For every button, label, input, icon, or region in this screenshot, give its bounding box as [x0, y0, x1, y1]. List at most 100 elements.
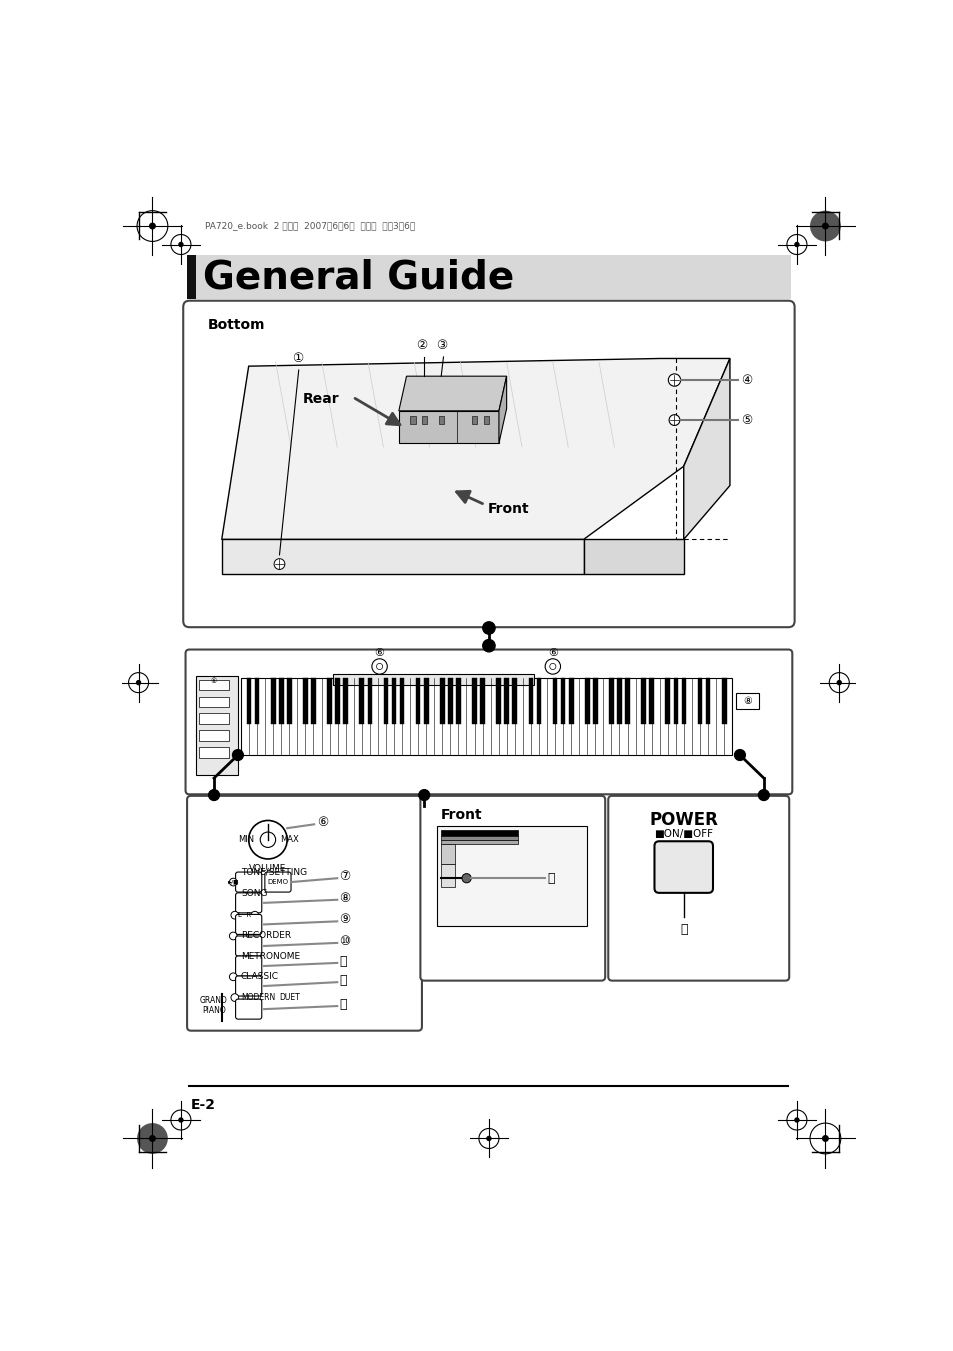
Circle shape [478, 1128, 498, 1148]
Circle shape [233, 750, 243, 761]
Circle shape [179, 243, 183, 246]
Circle shape [150, 223, 155, 228]
Text: SONG: SONG [241, 889, 267, 898]
Polygon shape [683, 358, 729, 539]
Circle shape [837, 681, 841, 685]
Text: ⑥: ⑥ [375, 648, 384, 658]
Circle shape [249, 820, 287, 859]
Bar [584, 678, 589, 724]
Bar [423, 678, 428, 724]
FancyBboxPatch shape [235, 975, 261, 996]
Circle shape [136, 681, 140, 685]
FancyBboxPatch shape [185, 650, 792, 794]
Bar [278, 678, 283, 724]
FancyBboxPatch shape [235, 871, 261, 892]
Text: MODERN: MODERN [241, 993, 275, 1002]
Bar [254, 678, 259, 724]
Text: RECORDER: RECORDER [241, 931, 291, 940]
Bar [705, 678, 710, 724]
Circle shape [229, 932, 237, 940]
Polygon shape [498, 376, 506, 443]
Bar [187, 254, 790, 299]
Bar [512, 678, 517, 724]
Bar [673, 678, 678, 724]
Bar [198, 697, 229, 708]
Circle shape [794, 243, 798, 246]
Bar [568, 678, 573, 724]
Bar [436, 825, 587, 925]
FancyBboxPatch shape [235, 957, 261, 975]
Text: VOLUME: VOLUME [249, 865, 286, 873]
Bar [383, 678, 388, 724]
Text: GRAND
PIANO: GRAND PIANO [200, 996, 228, 1015]
Polygon shape [398, 411, 498, 443]
Bar [440, 840, 517, 843]
Text: ⑨: ⑨ [339, 913, 351, 927]
FancyBboxPatch shape [183, 301, 794, 627]
Bar [335, 678, 339, 724]
Text: PA720_e.book  2 ページ  2007年6月6日  水曜日  午後3晎6分: PA720_e.book 2 ページ 2007年6月6日 水曜日 午後3晎6分 [205, 222, 415, 231]
Polygon shape [221, 539, 583, 574]
Text: ⑥: ⑥ [547, 648, 558, 658]
Bar [483, 416, 488, 424]
Circle shape [786, 235, 806, 254]
Circle shape [209, 790, 219, 800]
Bar [440, 830, 517, 836]
Bar [195, 677, 237, 775]
Polygon shape [221, 358, 729, 539]
Circle shape [418, 790, 429, 800]
Text: General Guide: General Guide [203, 258, 514, 297]
Bar [448, 678, 453, 724]
Circle shape [809, 211, 840, 242]
Text: ⑥: ⑥ [211, 678, 217, 684]
Text: ⑪: ⑪ [339, 955, 347, 967]
Text: ⑩: ⑩ [339, 935, 351, 948]
Bar [472, 678, 476, 724]
Text: ⑤: ⑤ [740, 413, 752, 427]
Circle shape [786, 1111, 806, 1129]
Circle shape [150, 1136, 155, 1142]
Bar [479, 678, 484, 724]
Bar [440, 844, 455, 863]
Circle shape [461, 874, 471, 882]
Bar [271, 678, 275, 724]
FancyBboxPatch shape [420, 796, 604, 981]
Text: ⑥: ⑥ [317, 816, 328, 830]
Circle shape [171, 235, 191, 254]
Text: ⑮: ⑮ [679, 923, 687, 936]
Circle shape [794, 1119, 798, 1121]
Bar [537, 678, 540, 724]
Bar [721, 678, 726, 724]
Text: POWER: POWER [649, 812, 718, 830]
Bar [421, 416, 427, 424]
Bar [241, 678, 732, 755]
Circle shape [171, 1111, 191, 1129]
Circle shape [734, 750, 744, 761]
Text: DUET: DUET [279, 993, 300, 1002]
Bar [187, 254, 195, 299]
Bar [697, 678, 701, 724]
Circle shape [809, 1123, 840, 1154]
FancyBboxPatch shape [265, 871, 291, 892]
Circle shape [758, 790, 768, 800]
Bar [593, 678, 597, 724]
Text: ■ON/■OFF: ■ON/■OFF [654, 828, 713, 839]
Bar [198, 747, 229, 758]
Bar [496, 678, 500, 724]
Bar [552, 678, 557, 724]
Bar [440, 836, 517, 840]
Bar [198, 713, 229, 724]
Bar [617, 678, 621, 724]
Bar [333, 674, 533, 685]
Text: ④: ④ [740, 373, 752, 386]
Text: ⑫: ⑫ [339, 974, 347, 988]
Text: ►/■: ►/■ [228, 880, 238, 885]
Text: ⑬: ⑬ [339, 998, 347, 1011]
Bar [416, 678, 420, 724]
Bar [198, 731, 229, 742]
Bar [303, 678, 308, 724]
Text: DEMO: DEMO [267, 880, 288, 885]
Circle shape [668, 415, 679, 426]
FancyBboxPatch shape [235, 1000, 261, 1019]
Bar [456, 678, 460, 724]
